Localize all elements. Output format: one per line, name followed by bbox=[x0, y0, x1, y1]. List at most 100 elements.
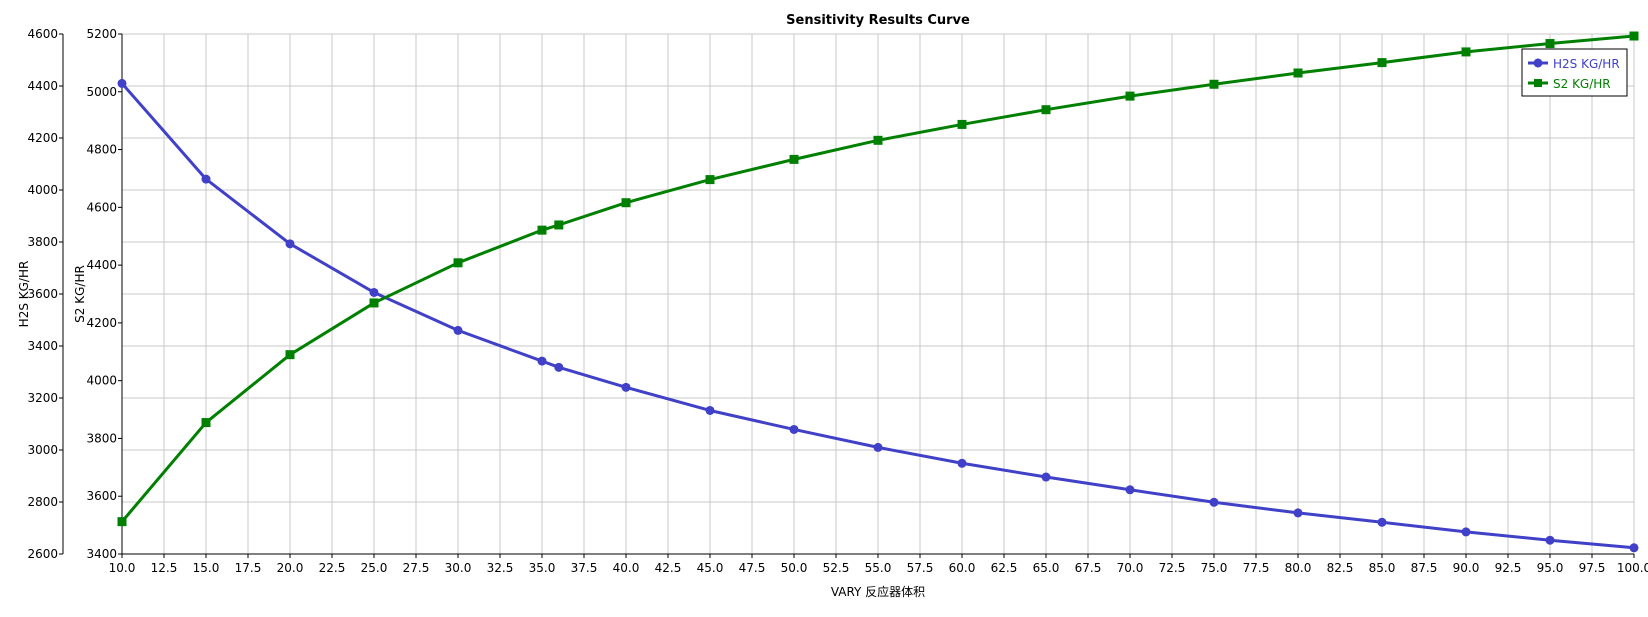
x-tick-label: 17.5 bbox=[235, 561, 262, 575]
x-tick-label: 47.5 bbox=[739, 561, 766, 575]
x-tick-label: 60.0 bbox=[949, 561, 976, 575]
data-point-s2 bbox=[201, 418, 211, 428]
x-tick-label: 72.5 bbox=[1159, 561, 1186, 575]
data-point-h2s bbox=[285, 239, 295, 249]
x-tick-label: 15.0 bbox=[193, 561, 220, 575]
series-layer bbox=[117, 31, 1639, 553]
data-point-h2s bbox=[1461, 527, 1471, 537]
y-tick-label-s2: 4800 bbox=[86, 143, 117, 157]
x-tick-label: 30.0 bbox=[445, 561, 472, 575]
x-tick-label: 22.5 bbox=[319, 561, 346, 575]
x-tick-label: 42.5 bbox=[655, 561, 682, 575]
data-point-s2 bbox=[789, 154, 799, 164]
data-point-s2 bbox=[1629, 31, 1639, 41]
legend-marker-h2s bbox=[1533, 58, 1543, 68]
data-point-h2s bbox=[117, 78, 127, 88]
series-line-s2 bbox=[120, 34, 1635, 523]
y-tick-label-s2: 4600 bbox=[86, 200, 117, 214]
y-tick-label-s2: 5200 bbox=[86, 27, 117, 41]
x-tick-label: 27.5 bbox=[403, 561, 430, 575]
data-point-h2s bbox=[554, 362, 564, 372]
x-axis-label: VARY 反应器体积 bbox=[831, 584, 925, 599]
data-point-s2 bbox=[554, 220, 564, 230]
legend: H2S KG/HR S2 KG/HR bbox=[1521, 48, 1628, 97]
data-point-h2s bbox=[537, 356, 547, 366]
x-tick-label: 77.5 bbox=[1243, 561, 1270, 575]
y-tick-label-h2s: 4400 bbox=[27, 79, 58, 93]
y-tick-label-h2s: 3400 bbox=[27, 339, 58, 353]
data-point-h2s bbox=[1293, 508, 1303, 518]
data-point-s2 bbox=[1461, 47, 1471, 57]
y-tick-label-h2s: 3600 bbox=[27, 287, 58, 301]
y-axis-label-h2s: H2S KG/HR bbox=[17, 261, 31, 328]
x-tick-label: 87.5 bbox=[1411, 561, 1438, 575]
x-tick-label: 20.0 bbox=[277, 561, 304, 575]
x-tick-label: 70.0 bbox=[1117, 561, 1144, 575]
series-line-h2s bbox=[120, 82, 1635, 550]
x-tick-label: 50.0 bbox=[781, 561, 808, 575]
x-tick-label: 90.0 bbox=[1453, 561, 1480, 575]
y-tick-label-h2s: 4200 bbox=[27, 131, 58, 145]
x-tick-label: 65.0 bbox=[1033, 561, 1060, 575]
x-tick-label: 75.0 bbox=[1201, 561, 1228, 575]
y-tick-label-h2s: 4000 bbox=[27, 183, 58, 197]
x-tick-label: 12.5 bbox=[151, 561, 178, 575]
y-tick-label-h2s: 3000 bbox=[27, 443, 58, 457]
x-tick-label: 57.5 bbox=[907, 561, 934, 575]
y-tick-label-h2s: 2600 bbox=[27, 547, 58, 561]
data-point-h2s bbox=[873, 442, 883, 452]
y-tick-label-s2: 5000 bbox=[86, 85, 117, 99]
y-axis-label-s2: S2 KG/HR bbox=[73, 265, 87, 323]
data-point-s2 bbox=[1209, 79, 1219, 89]
x-tick-label: 25.0 bbox=[361, 561, 388, 575]
data-point-h2s bbox=[621, 382, 631, 392]
data-point-h2s bbox=[201, 174, 211, 184]
y-tick-label-s2: 3400 bbox=[86, 547, 117, 561]
data-point-s2 bbox=[1293, 68, 1303, 78]
y-tick-label-s2: 4200 bbox=[86, 316, 117, 330]
data-point-s2 bbox=[537, 225, 547, 235]
x-tick-label: 62.5 bbox=[991, 561, 1018, 575]
y-tick-label-h2s: 3200 bbox=[27, 391, 58, 405]
data-point-s2 bbox=[1545, 39, 1555, 49]
data-point-h2s bbox=[705, 405, 715, 415]
x-tick-label: 85.0 bbox=[1369, 561, 1396, 575]
data-point-s2 bbox=[117, 517, 127, 527]
data-point-s2 bbox=[1041, 105, 1051, 115]
x-tick-label: 55.0 bbox=[865, 561, 892, 575]
x-tick-label: 92.5 bbox=[1495, 561, 1522, 575]
x-tick-label: 45.0 bbox=[697, 561, 724, 575]
data-point-h2s bbox=[1629, 543, 1639, 553]
x-tick-label: 80.0 bbox=[1285, 561, 1312, 575]
data-point-s2 bbox=[1377, 58, 1387, 68]
data-point-h2s bbox=[789, 424, 799, 434]
x-tick-label: 10.0 bbox=[109, 561, 136, 575]
x-tick-label: 35.0 bbox=[529, 561, 556, 575]
data-point-s2 bbox=[705, 175, 715, 185]
data-point-s2 bbox=[1125, 91, 1135, 101]
data-point-h2s bbox=[453, 325, 463, 335]
y-tick-label-s2: 4400 bbox=[86, 258, 117, 272]
x-tick-label: 100.0 bbox=[1617, 561, 1648, 575]
data-point-h2s bbox=[1125, 485, 1135, 495]
data-point-h2s bbox=[1545, 535, 1555, 545]
data-point-s2 bbox=[453, 258, 463, 268]
data-point-s2 bbox=[285, 350, 295, 360]
data-point-h2s bbox=[1377, 517, 1387, 527]
y-tick-label-s2: 3800 bbox=[86, 431, 117, 445]
data-point-s2 bbox=[369, 298, 379, 308]
x-tick-label: 82.5 bbox=[1327, 561, 1354, 575]
data-point-h2s bbox=[369, 287, 379, 297]
data-point-h2s bbox=[957, 458, 967, 468]
x-tick-label: 32.5 bbox=[487, 561, 514, 575]
y-tick-label-h2s: 4600 bbox=[27, 27, 58, 41]
legend-marker-s2 bbox=[1534, 79, 1542, 87]
x-tick-label: 52.5 bbox=[823, 561, 850, 575]
data-point-h2s bbox=[1041, 472, 1051, 482]
legend-label-s2: S2 KG/HR bbox=[1553, 77, 1611, 91]
x-tick-label: 37.5 bbox=[571, 561, 598, 575]
data-point-s2 bbox=[957, 119, 967, 129]
legend-label-h2s: H2S KG/HR bbox=[1553, 57, 1620, 71]
x-tick-label: 97.5 bbox=[1579, 561, 1606, 575]
